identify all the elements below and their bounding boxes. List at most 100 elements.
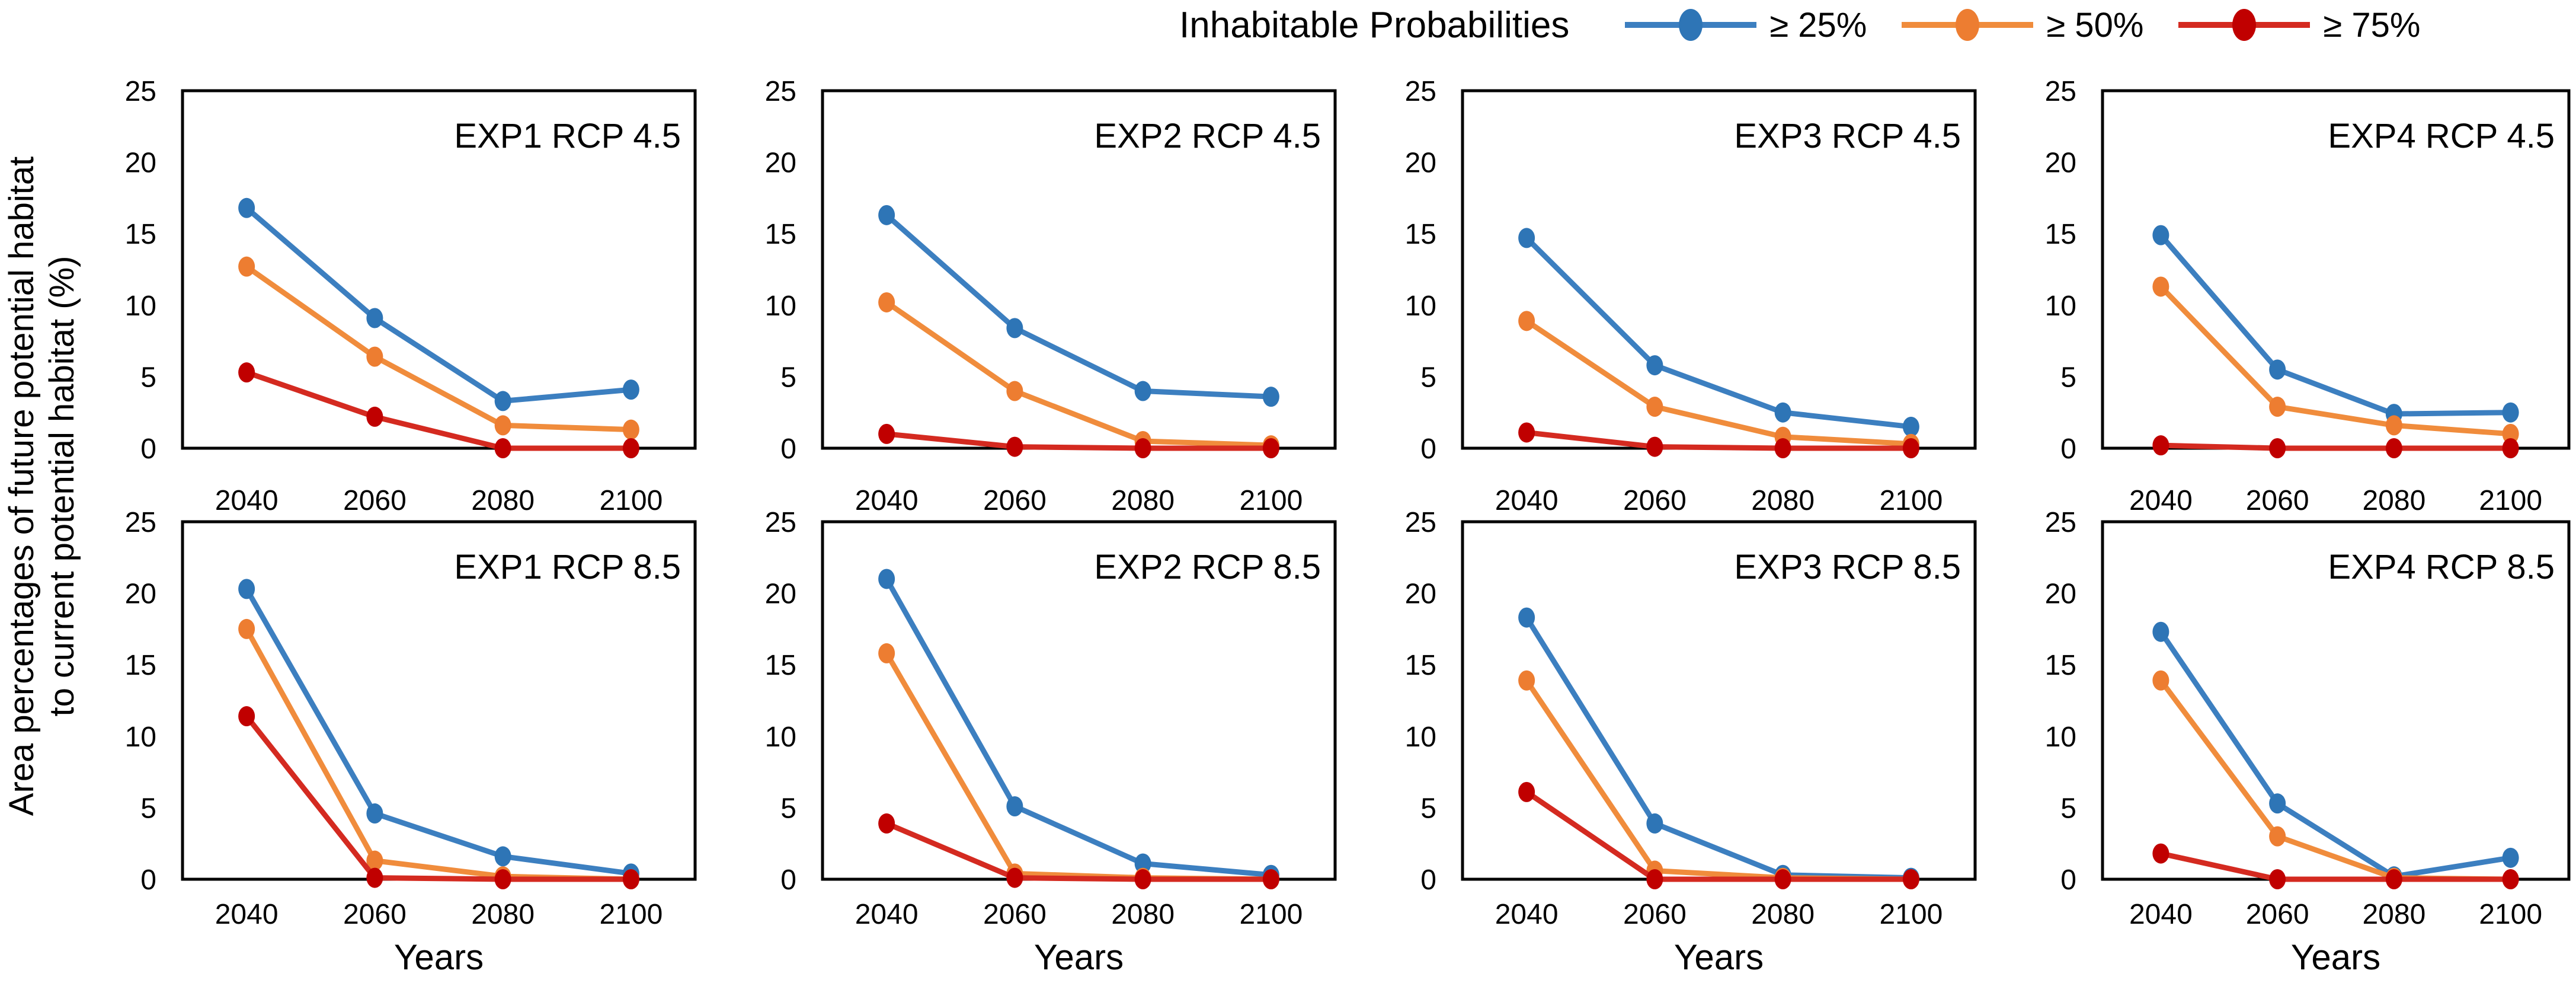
legend-circle	[2232, 9, 2257, 41]
data-point-75-2100	[1262, 869, 1279, 889]
data-point-25-2100	[1902, 416, 1919, 437]
data-point-25-2040	[238, 197, 255, 218]
x-tick-label: 2040	[855, 899, 919, 930]
data-point-50-2040	[878, 643, 895, 663]
x-tick-label: 2040	[855, 485, 919, 516]
y-tick-label: 0	[780, 864, 796, 896]
data-point-25-2100	[622, 379, 639, 400]
y-tick-label: 15	[125, 650, 156, 681]
panel-exp3-rcp-4-5: 0 5 10 15 20 25 2040 2060 2080 2100 EXP3 RCP 4.5	[1405, 76, 1977, 516]
legend-entry-label: ≥ 25%	[1769, 5, 1867, 44]
panel-title: EXP3 RCP 8.5	[1734, 548, 1961, 586]
data-point-75-2040	[878, 423, 895, 444]
y-tick-label: 20	[2045, 148, 2076, 179]
data-point-25-2040	[2152, 621, 2169, 642]
y-tick-label: 0	[140, 864, 156, 896]
series-line-25	[244, 205, 634, 404]
x-tick-label: 2080	[1111, 899, 1175, 930]
data-point-25-2060	[1646, 355, 1663, 376]
series-line-25	[244, 586, 634, 876]
legend: Inhabitable Probabilities ≥ 25% ≥ 50% ≥ 75…	[1179, 0, 2420, 50]
data-point-75-2100	[1262, 438, 1279, 458]
x-tick-label: 2060	[343, 485, 407, 516]
y-tick-label: 25	[125, 76, 156, 107]
y-tick-label: 25	[1405, 76, 1436, 107]
y-tick-label: 25	[765, 507, 796, 538]
series-line-75	[884, 431, 1274, 451]
x-tick-label: 2040	[2129, 899, 2193, 930]
data-point-25-2080	[1774, 402, 1791, 423]
data-point-50-2040	[2152, 670, 2169, 691]
x-tick-label: 2080	[471, 899, 535, 930]
data-point-75-2060	[2269, 438, 2286, 458]
legend-entry-label: ≥ 50%	[2046, 5, 2144, 44]
y-tick-label: 0	[2060, 433, 2076, 465]
data-point-75-2040	[1518, 422, 1535, 443]
y-tick-label: 10	[2045, 722, 2076, 753]
data-point-75-2040	[878, 813, 895, 834]
y-tick-label: 20	[765, 148, 796, 179]
x-tick-label: 2060	[983, 899, 1047, 930]
x-tick-label: 2100	[1879, 485, 1943, 516]
data-point-25-2060	[2269, 793, 2286, 814]
series-line-75	[1524, 789, 1914, 882]
data-point-75-2080	[1774, 438, 1791, 458]
series-line-25	[1524, 615, 1914, 881]
data-point-50-2060	[1646, 397, 1663, 417]
series-line-50	[244, 626, 634, 882]
x-tick-label: 2080	[1751, 485, 1815, 516]
y-tick-label: 5	[2060, 362, 2076, 393]
series-line-50	[244, 264, 634, 433]
data-point-75-2040	[238, 362, 255, 383]
legend-marker-25	[1625, 9, 1757, 41]
x-tick-label: 2040	[1495, 899, 1559, 930]
y-tick-label: 5	[780, 362, 796, 393]
data-point-75-2100	[622, 869, 639, 889]
series-line-75	[244, 713, 634, 882]
series-line-25	[1524, 235, 1914, 430]
y-tick-label: 5	[1420, 362, 1436, 393]
y-tick-label: 25	[1405, 507, 1436, 538]
panel-exp2-rcp-8-5: 0 5 10 15 20 25 2040 2060 2080 2100 EXP2 RCP 8.5 Ye…	[765, 507, 1337, 977]
data-point-75-2080	[1134, 869, 1151, 889]
data-point-25-2080	[1134, 853, 1151, 874]
data-point-25-2040	[238, 579, 255, 599]
data-point-25-2100	[2502, 847, 2519, 868]
data-point-50-2060	[1006, 381, 1023, 401]
series-line-75	[244, 369, 634, 451]
data-point-75-2100	[1902, 869, 1919, 889]
data-point-50-2040	[238, 256, 255, 277]
x-tick-label: 2040	[215, 485, 279, 516]
x-tick-label: 2060	[983, 485, 1047, 516]
data-point-50-2100	[622, 419, 639, 440]
data-point-75-2080	[494, 869, 511, 889]
series-line-50	[2158, 283, 2514, 437]
x-axis-title: Years	[394, 937, 484, 977]
series-line-25	[2158, 629, 2514, 879]
data-point-25-2040	[878, 205, 895, 225]
y-tick-label: 5	[1420, 793, 1436, 824]
y-tick-label: 0	[2060, 864, 2076, 896]
data-point-75-2060	[1006, 867, 1023, 888]
series-line-50	[884, 299, 1274, 448]
y-tick-label: 10	[125, 722, 156, 753]
data-point-75-2060	[1646, 869, 1663, 889]
x-tick-label: 2080	[1111, 485, 1175, 516]
x-axis-title: Years	[1034, 937, 1124, 977]
y-tick-label: 20	[2045, 579, 2076, 610]
data-point-75-2100	[1902, 438, 1919, 458]
panel-exp4-rcp-8-5: 0 5 10 15 20 25 2040 2060 2080 2100 EXP4 RCP 8.5 Ye…	[2045, 507, 2571, 977]
panel-title: EXP2 RCP 8.5	[1094, 548, 1321, 586]
y-tick-label: 0	[780, 433, 796, 465]
x-tick-label: 2080	[2362, 485, 2425, 516]
legend-entry-75: ≥ 75%	[2176, 5, 2420, 45]
data-point-25-2040	[2152, 225, 2169, 245]
data-point-25-2080	[494, 391, 511, 411]
panel-exp4-rcp-4-5: 0 5 10 15 20 25 2040 2060 2080 2100 EXP4 RCP 4.5	[2045, 76, 2571, 516]
data-point-25-2040	[878, 569, 895, 589]
data-point-75-2060	[1006, 436, 1023, 457]
data-point-25-2060	[1006, 796, 1023, 816]
x-tick-label: 2100	[1879, 899, 1943, 930]
data-point-75-2060	[2269, 869, 2286, 889]
y-tick-label: 15	[2045, 650, 2076, 681]
